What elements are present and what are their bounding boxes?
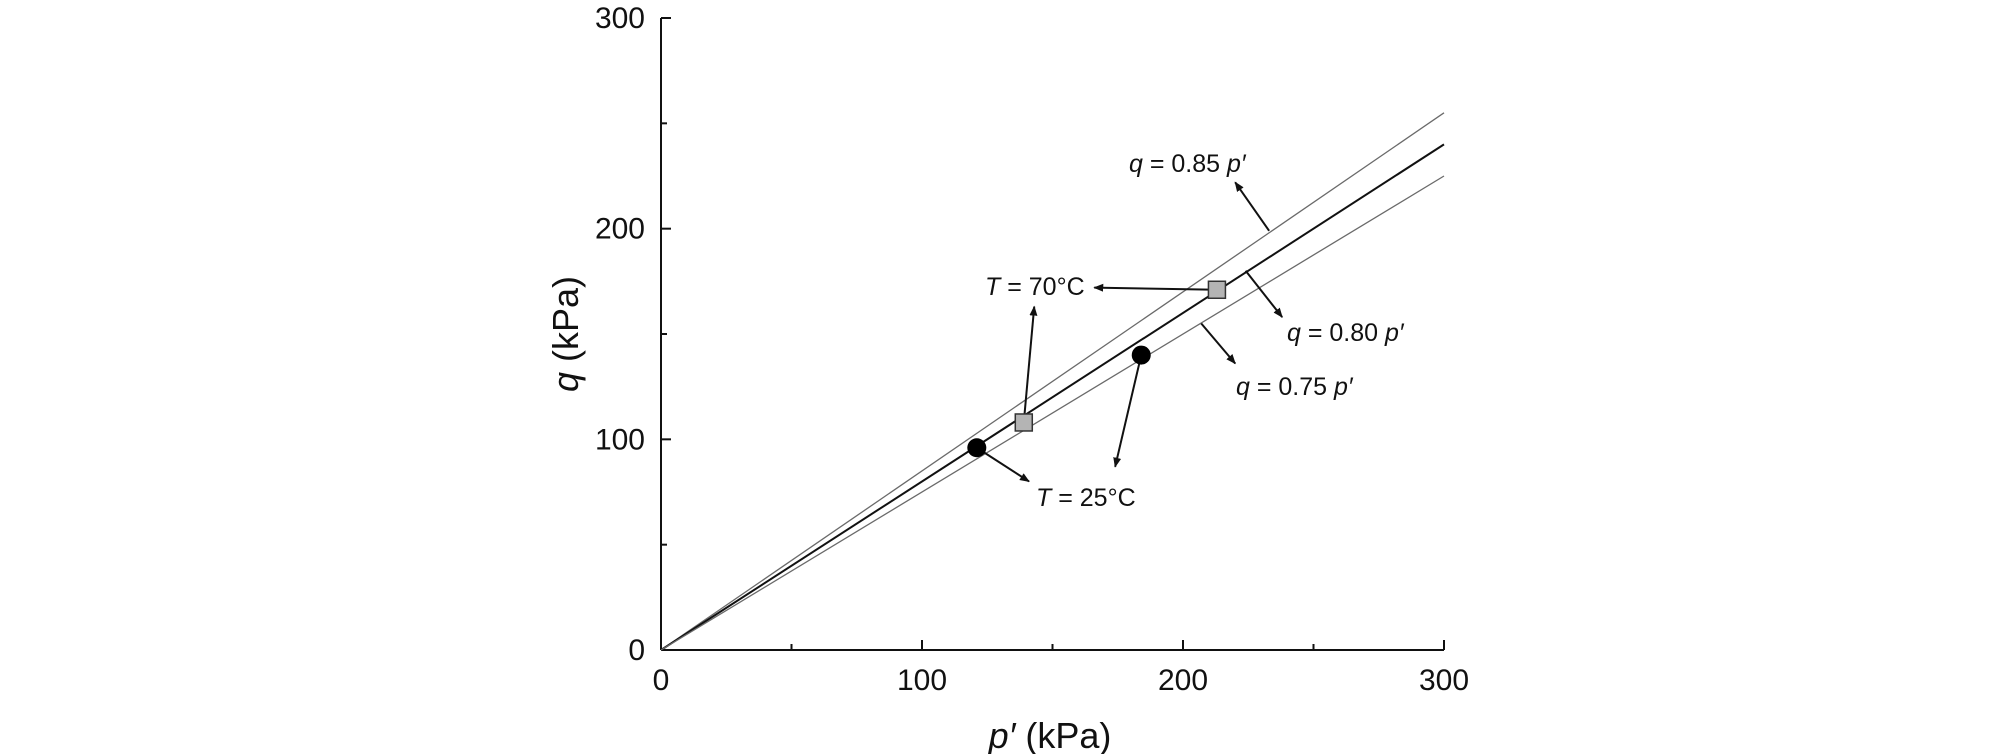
label-line-075-mid: = 0.75 — [1250, 373, 1334, 401]
label-line-080-var2: p′ — [1384, 319, 1405, 347]
y-tick-label: 0 — [628, 634, 645, 667]
y-tick-label: 200 — [595, 213, 645, 246]
label-line-085: q = 0.85 p′ — [1129, 150, 1247, 178]
label-line-085-mid: = 0.85 — [1143, 150, 1227, 178]
x-tick-label: 0 — [653, 664, 670, 697]
y-axis-title-unit: (kPa) — [545, 276, 586, 372]
data-point-t25 — [967, 438, 987, 458]
x-tick-label: 200 — [1158, 664, 1208, 697]
annotation-arrow-3-1 — [1022, 305, 1038, 423]
label-line-075: q = 0.75 p′ — [1236, 373, 1354, 401]
x-axis-title-unit: (kPa) — [1015, 715, 1111, 754]
annotation-arrow-3-0 — [1093, 283, 1217, 292]
x-axis-title-var: p′ — [988, 715, 1017, 754]
annotation-arrow-4-0 — [976, 446, 1030, 483]
label-line-080-mid: = 0.80 — [1301, 319, 1385, 347]
y-axis-title: q (kPa) — [545, 276, 586, 392]
label-t70-mid: = 70°C — [1000, 273, 1084, 301]
label-t25-var: T — [1036, 484, 1053, 512]
y-axis-title-var: q — [545, 372, 586, 392]
label-line-075-var: q — [1236, 373, 1250, 401]
reference-line-1 — [660, 143, 1445, 651]
reference-lines — [660, 112, 1445, 651]
label-t25: T = 25°C — [1036, 484, 1136, 512]
annotation-arrow-1 — [1244, 270, 1283, 318]
label-t70: T = 70°C — [985, 273, 1085, 301]
annotation-arrow-0 — [1234, 181, 1270, 232]
annotation-arrow-2 — [1200, 322, 1236, 365]
data-point-t70 — [1014, 413, 1034, 432]
reference-line-0 — [660, 112, 1445, 651]
label-t70-var: T — [985, 273, 1002, 301]
annotation-arrows — [976, 181, 1283, 483]
label-line-075-var2: p′ — [1333, 373, 1354, 401]
x-tick-label: 100 — [897, 664, 947, 697]
label-line-085-var2: p′ — [1226, 150, 1247, 178]
reference-line-2 — [660, 175, 1445, 651]
label-t25-mid: = 25°C — [1051, 484, 1135, 512]
label-line-080: q = 0.80 p′ — [1287, 319, 1405, 347]
y-tick-label: 300 — [595, 2, 645, 35]
tick-labels: 0 100 200 300 0 100 200 300 — [595, 2, 1469, 697]
axis-ticks — [660, 17, 1445, 651]
data-point-t70 — [1207, 280, 1227, 300]
annotation-arrow-4-1 — [1113, 354, 1143, 468]
label-line-080-var: q — [1287, 319, 1301, 347]
x-axis-title: p′ (kPa) — [988, 715, 1112, 754]
label-line-085-var: q — [1129, 150, 1143, 178]
data-markers — [967, 280, 1227, 458]
y-tick-label: 100 — [595, 423, 645, 456]
x-tick-label: 300 — [1419, 664, 1469, 697]
data-point-t25 — [1131, 345, 1151, 365]
